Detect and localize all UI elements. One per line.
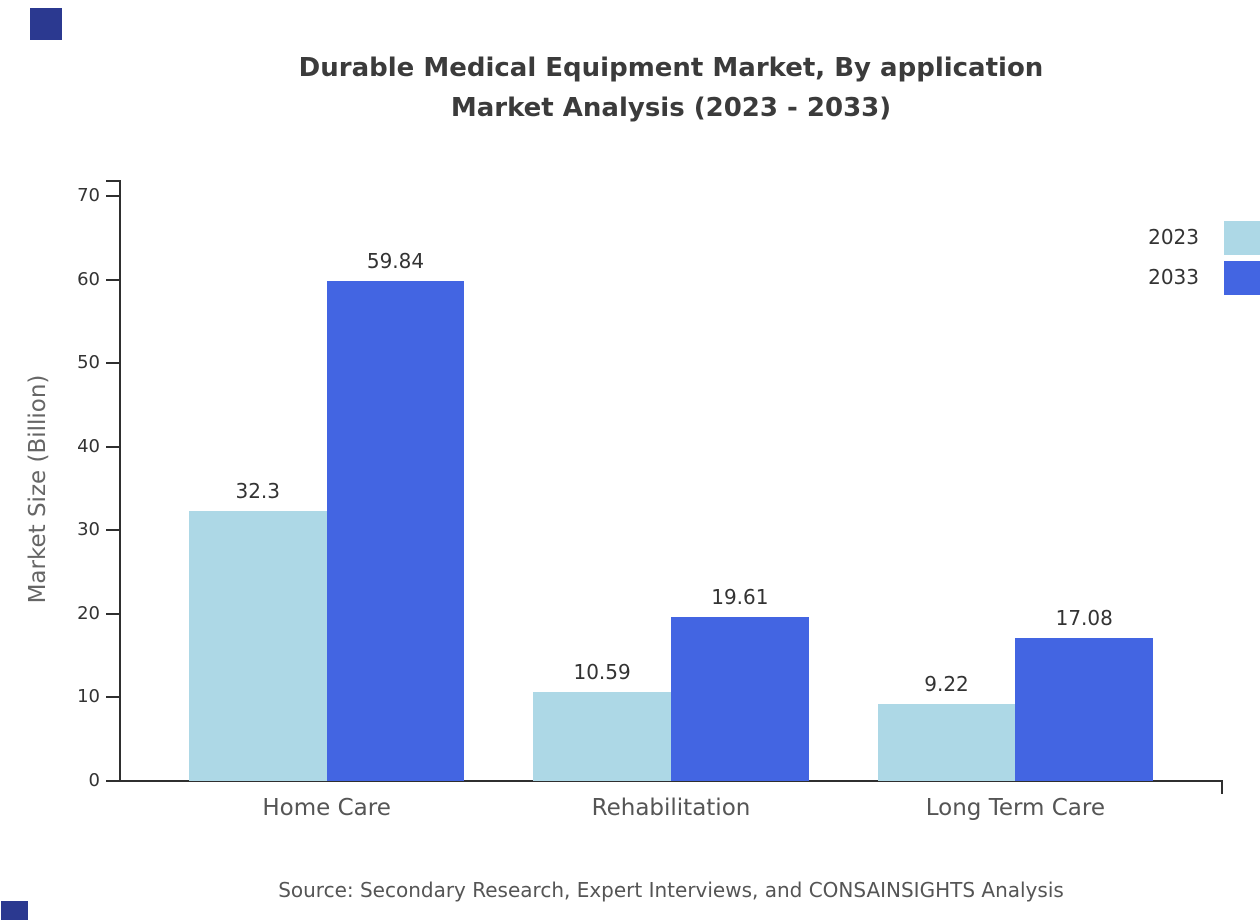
y-tick-label: 20 — [77, 602, 100, 624]
x-axis-end-tick — [1221, 781, 1223, 794]
bar-2033-home-care — [326, 280, 465, 781]
chart-title-line2: Market Analysis (2023 - 2033) — [450, 93, 892, 123]
y-tick-mark — [106, 529, 120, 532]
y-axis-line — [119, 180, 121, 782]
y-tick-label: 70 — [77, 185, 100, 206]
legend-swatch — [1224, 261, 1260, 295]
bar-2023-home-care — [188, 511, 327, 781]
bar-2023-long-term-care — [877, 703, 1016, 781]
legend-swatch — [1224, 221, 1260, 255]
y-tick-mark — [106, 278, 120, 281]
y-tick-mark — [106, 780, 120, 782]
bar-2033-rehabilitation — [671, 617, 809, 781]
y-tick-label: 60 — [77, 268, 100, 290]
corner-mark-bottom-left — [1, 901, 28, 920]
y-axis-label: Market Size (Billion) — [25, 374, 51, 604]
bar-value-label: 10.59 — [573, 660, 631, 685]
legend-item-2033: 2033 — [1000, 261, 1260, 295]
y-tick-label: 40 — [77, 435, 100, 457]
y-axis-end-tick — [106, 180, 120, 182]
corner-mark-top-left — [30, 8, 62, 40]
bar-value-label: 17.08 — [1055, 606, 1113, 631]
y-tick-label: 30 — [77, 519, 100, 541]
y-tick-label: 10 — [77, 686, 100, 708]
source-note: Source: Secondary Research, Expert Inter… — [278, 878, 1064, 902]
y-tick-mark — [106, 195, 120, 197]
chart-title: Durable Medical Equipment Market, By app… — [120, 48, 1222, 128]
y-tick-label: 50 — [77, 352, 100, 374]
bar-value-label: 9.22 — [924, 671, 969, 696]
bar-2033-long-term-care — [1015, 638, 1154, 781]
bar-value-label: 59.84 — [366, 248, 425, 273]
y-tick-mark — [106, 612, 120, 615]
x-axis-line — [119, 780, 1223, 782]
y-tick-mark — [106, 696, 120, 699]
legend-label: 2033 — [1148, 265, 1199, 289]
x-category-label: Rehabilitation — [591, 795, 751, 821]
bar-2023-rehabilitation — [533, 692, 671, 781]
y-tick-label: 0 — [88, 770, 100, 791]
legend-label: 2023 — [1148, 225, 1199, 249]
x-category-label: Long Term Care — [925, 795, 1106, 821]
y-tick-mark — [106, 445, 120, 448]
bar-value-label: 32.3 — [235, 479, 281, 504]
legend-item-2023: 2023 — [1000, 221, 1260, 255]
bar-value-label: 19.61 — [711, 585, 769, 610]
x-category-label: Home Care — [262, 795, 391, 821]
chart-title-line1: Durable Medical Equipment Market, By app… — [298, 53, 1044, 83]
y-tick-mark — [106, 362, 120, 365]
